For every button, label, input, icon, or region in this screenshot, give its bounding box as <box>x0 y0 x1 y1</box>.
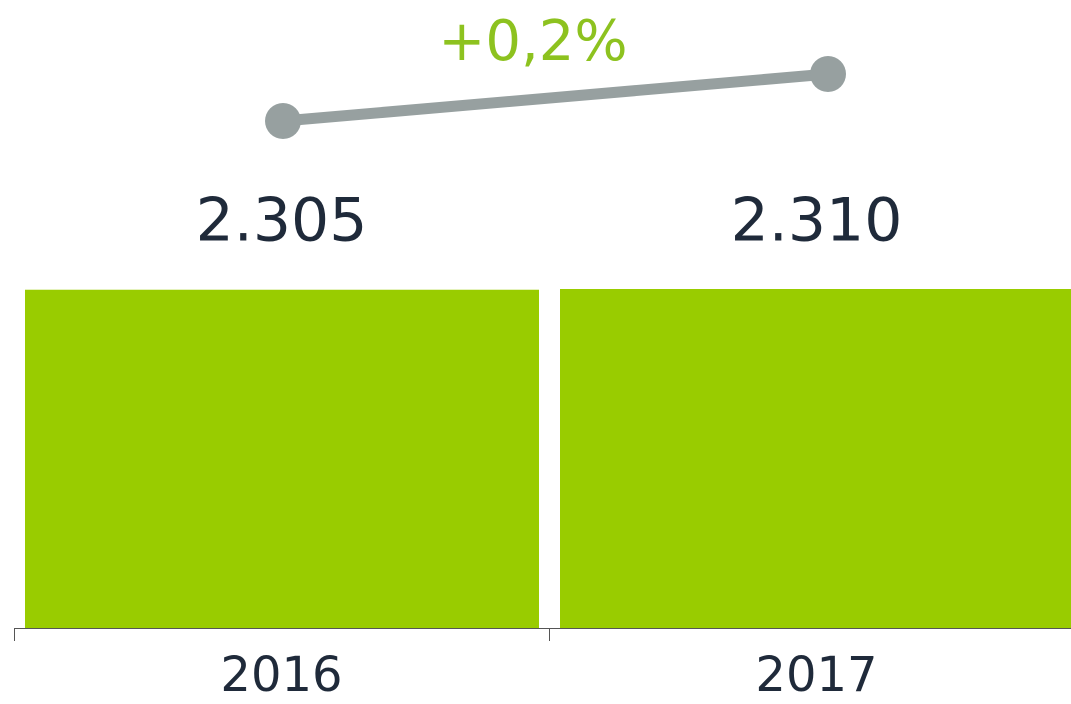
value-label: 2.305 <box>196 186 368 256</box>
x-tick-label: 2016 <box>220 647 342 703</box>
bar <box>25 289 539 628</box>
change-dot <box>810 56 846 92</box>
change-line <box>282 68 829 127</box>
x-tick-label: 2017 <box>755 647 877 703</box>
change-dot <box>265 103 301 139</box>
change-annotation: +0,2% <box>438 9 627 74</box>
bar <box>560 289 1071 628</box>
value-label: 2.310 <box>731 186 903 256</box>
change-indicator <box>265 56 846 139</box>
